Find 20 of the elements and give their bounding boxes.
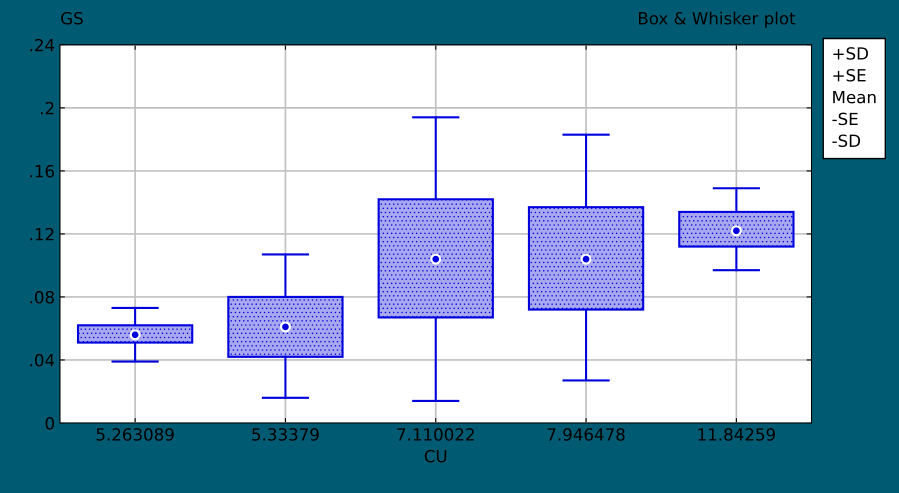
y-axis-title: GS (61, 12, 83, 25)
text: -SE (832, 112, 858, 126)
chart-title: Box & Whisker plot (638, 12, 796, 28)
y-tick-label: .2 (40, 102, 54, 114)
x-axis-title: CU (424, 450, 446, 462)
y-tick-label: .04 (30, 354, 54, 367)
y-tick-label: .24 (30, 38, 54, 52)
text: +SD (833, 47, 868, 60)
y-tick-label: .12 (30, 228, 54, 240)
text: -SD (832, 134, 860, 148)
text: Mean (833, 91, 876, 104)
x-tick-label: 11.84259 (698, 428, 775, 441)
text: +SE (833, 68, 866, 82)
x-tick-label: 5.33379 (252, 428, 319, 441)
y-tick-label: .16 (30, 164, 54, 178)
y-tick-label: .08 (30, 290, 54, 304)
x-tick-label: 7.946478 (548, 428, 625, 441)
x-tick-label: 5.263089 (96, 428, 174, 441)
x-tick-label: 7.110022 (397, 428, 474, 441)
y-tick-label: 0 (46, 416, 54, 430)
